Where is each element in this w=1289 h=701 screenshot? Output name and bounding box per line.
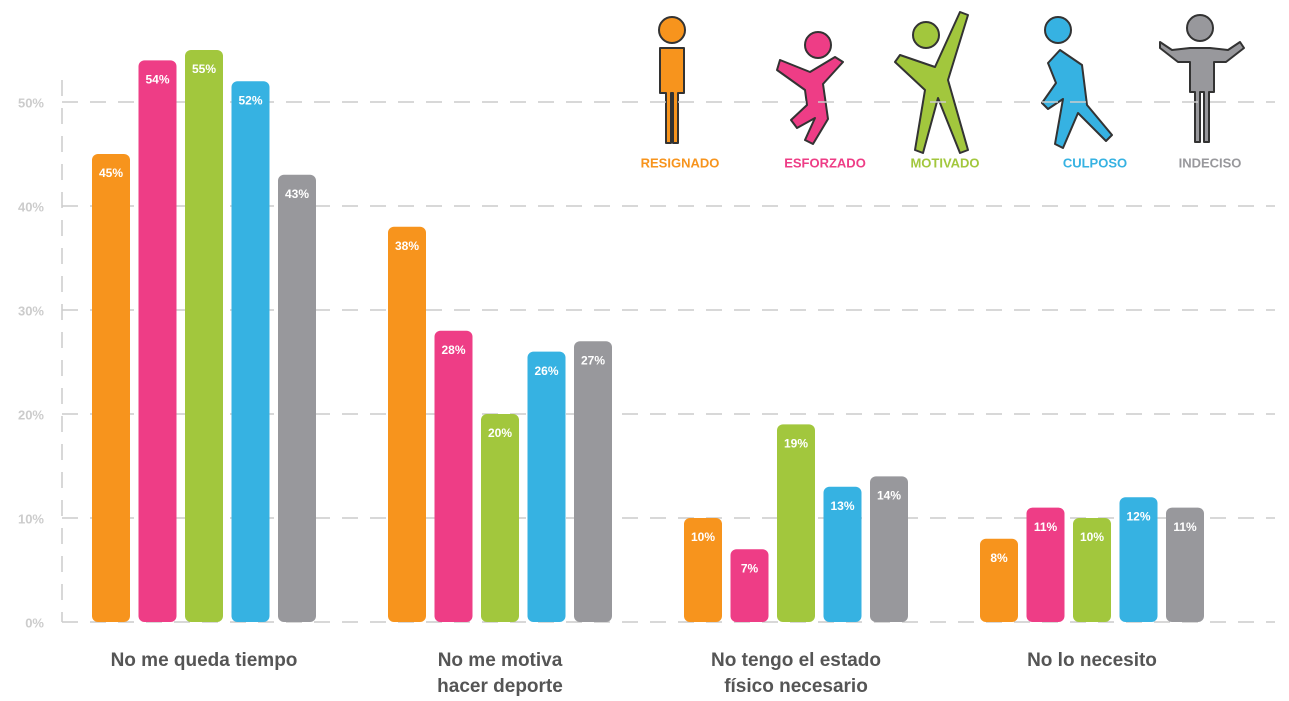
legend-label: ESFORZADO <box>784 155 866 170</box>
y-tick-label: 0% <box>25 615 44 630</box>
y-tick-label: 20% <box>18 407 44 422</box>
data-label: 54% <box>145 73 169 87</box>
y-tick-label: 50% <box>18 95 44 110</box>
bar <box>434 330 473 622</box>
x-tick-label: No lo necesito <box>1027 650 1157 671</box>
data-label: 26% <box>534 364 558 378</box>
bar <box>481 414 519 622</box>
data-label: 55% <box>192 62 216 76</box>
data-label: 13% <box>830 499 854 513</box>
data-label: 38% <box>395 239 419 253</box>
data-label: 27% <box>581 353 605 367</box>
y-tick-label: 30% <box>18 303 44 318</box>
bar <box>388 226 426 623</box>
bar <box>777 424 815 622</box>
bar <box>684 518 722 622</box>
y-tick-label: 10% <box>18 511 44 526</box>
bar <box>823 486 862 622</box>
bar <box>185 50 223 622</box>
bar <box>92 154 130 622</box>
data-label: 20% <box>488 426 512 440</box>
legend-icons <box>658 11 1245 154</box>
data-label: 43% <box>285 187 309 201</box>
bar <box>1073 518 1111 622</box>
data-label: 19% <box>784 437 808 451</box>
icon-indeciso <box>1159 14 1245 143</box>
bar <box>527 351 566 622</box>
icon-resignado <box>658 16 686 144</box>
legend-label: MOTIVADO <box>910 155 979 170</box>
bar <box>138 60 177 622</box>
bar <box>980 538 1018 622</box>
x-tick-label: No me queda tiempo <box>110 650 298 671</box>
legend-label: INDECISO <box>1179 155 1242 170</box>
bar <box>1119 497 1158 622</box>
data-label: 12% <box>1126 509 1150 523</box>
data-label: 11% <box>1173 520 1197 534</box>
bar <box>730 549 769 622</box>
bar <box>574 341 612 622</box>
bar <box>278 174 316 623</box>
bar <box>1026 507 1065 622</box>
data-label: 10% <box>691 530 715 544</box>
x-tick-label: No tengo el estado físico necesario <box>711 650 881 697</box>
data-label: 11% <box>1034 520 1058 534</box>
data-label: 8% <box>990 551 1008 565</box>
bar <box>231 81 270 622</box>
data-label: 52% <box>238 93 262 107</box>
legend-label: RESIGNADO <box>641 155 720 170</box>
bar <box>870 476 908 622</box>
y-tick-label: 40% <box>18 199 44 214</box>
data-label: 7% <box>741 561 759 575</box>
data-label: 28% <box>441 343 465 357</box>
data-label: 14% <box>877 489 901 503</box>
bar <box>1166 507 1204 622</box>
legend-label: CULPOSO <box>1063 155 1127 170</box>
data-label: 45% <box>99 166 123 180</box>
icon-motivado <box>894 11 969 154</box>
data-label: 10% <box>1080 530 1104 544</box>
x-tick-label: No me motiva hacer deporte <box>437 650 563 697</box>
icon-culposo <box>1041 16 1113 149</box>
icon-esforzado <box>776 31 844 145</box>
